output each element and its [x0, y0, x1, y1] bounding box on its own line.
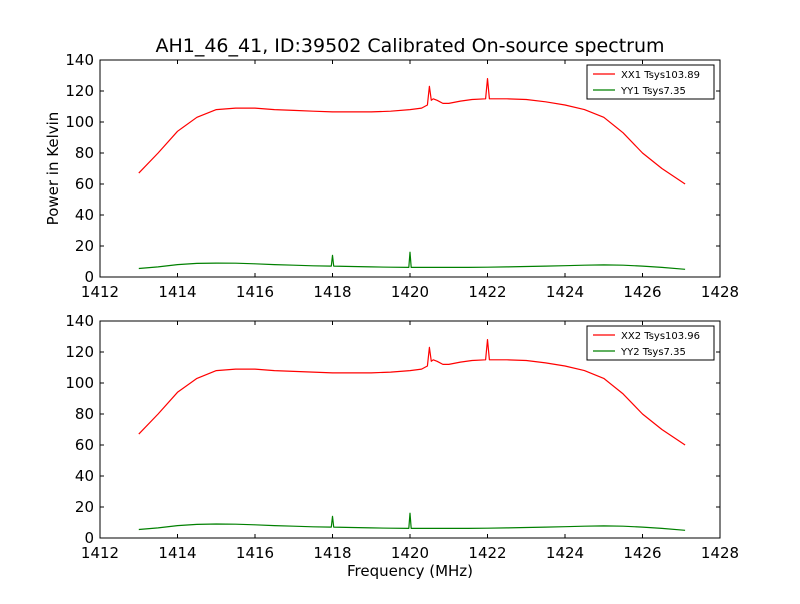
y-tick-label: 60: [75, 436, 94, 454]
x-tick-label: 1424: [546, 544, 584, 562]
y-tick-label: 140: [65, 51, 94, 69]
series-line-xx-panel-2: [138, 339, 686, 446]
legend-label: YY1 Tsys7.35: [620, 86, 686, 97]
y-tick-label: 40: [75, 206, 94, 224]
x-tick-label: 1428: [701, 283, 739, 301]
x-tick-label: 1418: [313, 283, 351, 301]
x-axis-label: Frequency (MHz): [347, 562, 473, 580]
y-tick-label: 140: [65, 312, 94, 330]
y-tick-label: 80: [75, 405, 94, 423]
x-tick-label: 1420: [391, 544, 429, 562]
legend-panel-1: XX1 Tsys103.89 YY1 Tsys7.35: [586, 64, 715, 100]
x-tick-label: 1420: [391, 283, 429, 301]
legend-box: [586, 64, 715, 100]
legend-box: [586, 325, 715, 361]
x-tick-label: 1422: [468, 283, 506, 301]
x-tick-label: 1424: [546, 283, 584, 301]
chart-title: AH1_46_41, ID:39502 Calibrated On-source…: [155, 35, 664, 57]
x-tick-label: 1422: [468, 544, 506, 562]
series-line-xx-panel-1: [138, 77, 686, 185]
panel-2: 1412 1414 1416 1418 1420 1422 1424 1426 1428 0 20 4…: [65, 312, 739, 580]
y-tick-label: 80: [75, 144, 94, 162]
legend-label: YY2 Tsys7.35: [620, 347, 686, 358]
y-tick-label: 60: [75, 175, 94, 193]
x-tick-label: 1426: [623, 544, 661, 562]
y-tick-label: 40: [75, 467, 94, 485]
x-tick-label: 1416: [236, 283, 274, 301]
x-tick-label: 1414: [158, 544, 196, 562]
panel-1: 1412 1414 1416 1418 1420 1422 1424 1426 1428 0 20 4…: [44, 51, 739, 301]
series-line-yy-panel-2: [138, 512, 686, 531]
y-tick-label: 100: [65, 374, 94, 392]
y-tick-label: 20: [75, 498, 94, 516]
x-tick-label: 1412: [81, 283, 119, 301]
x-tick-label: 1412: [81, 544, 119, 562]
legend-label: XX1 Tsys103.89: [621, 70, 700, 81]
y-tick-label: 120: [65, 343, 94, 361]
y-tick-label: 20: [75, 237, 94, 255]
y-tick-label: 100: [65, 113, 94, 131]
x-tick-label: 1426: [623, 283, 661, 301]
x-tick-label: 1416: [236, 544, 274, 562]
y-axis-label: Power in Kelvin: [44, 112, 62, 226]
x-tick-label: 1418: [313, 544, 351, 562]
series-line-yy-panel-1: [138, 251, 686, 270]
y-tick-label: 0: [84, 529, 94, 547]
x-tick-label: 1414: [158, 283, 196, 301]
y-tick-label: 0: [84, 268, 94, 286]
legend-panel-2: XX2 Tsys103.96 YY2 Tsys7.35: [586, 325, 715, 361]
y-tick-label: 120: [65, 82, 94, 100]
legend-label: XX2 Tsys103.96: [621, 331, 700, 342]
x-tick-label: 1428: [701, 544, 739, 562]
